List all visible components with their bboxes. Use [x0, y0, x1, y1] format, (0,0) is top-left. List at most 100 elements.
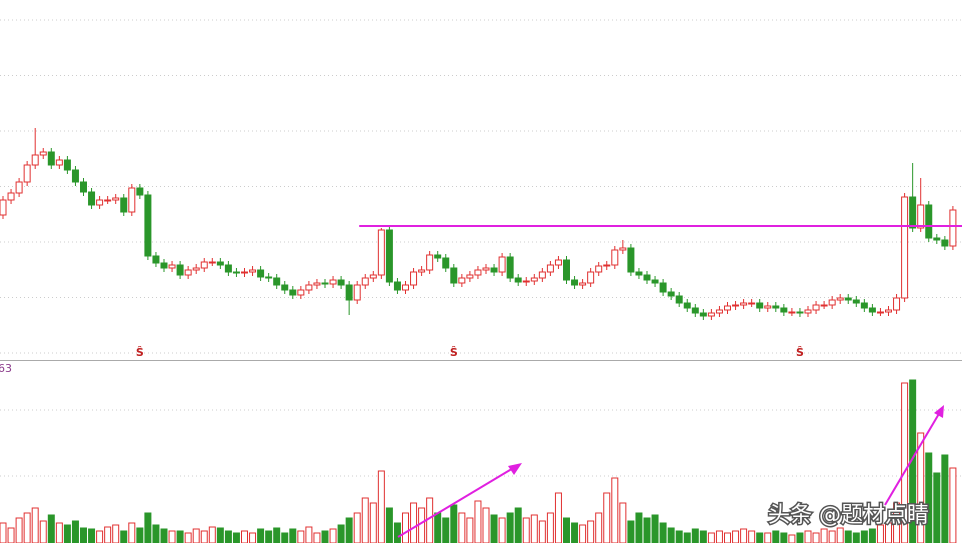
- candle-body: [933, 237, 941, 241]
- candle-body: [844, 297, 852, 301]
- volume-bar: [337, 524, 345, 543]
- volume-bar: [184, 532, 192, 543]
- volume-bar: [273, 527, 281, 543]
- candle-body: [71, 169, 79, 183]
- candle-body: [208, 261, 216, 264]
- volume-bar: [120, 530, 128, 543]
- candle-body: [764, 305, 772, 309]
- candle-body: [643, 274, 651, 281]
- volume-bar: [426, 497, 434, 543]
- candle-body: [514, 277, 522, 283]
- candle-body: [224, 264, 232, 273]
- volume-bar: [289, 528, 297, 543]
- volume-bar: [353, 512, 361, 543]
- grid: [0, 19, 962, 477]
- volume-bar: [152, 524, 160, 543]
- volume-bar: [683, 532, 691, 543]
- volume-bar: [31, 507, 39, 543]
- volume-bar: [707, 532, 715, 543]
- candle-body: [804, 309, 812, 314]
- volume-bar: [546, 512, 554, 543]
- volume-bar: [192, 528, 200, 543]
- volume-bar: [63, 524, 71, 543]
- candle-body: [925, 204, 933, 239]
- candle-body: [442, 257, 450, 269]
- trend-arrow: [397, 463, 522, 538]
- candle-body: [265, 276, 273, 279]
- candle-body: [949, 209, 957, 247]
- volume-bar: [699, 530, 707, 543]
- volume-bar: [281, 532, 289, 543]
- volume-bar: [257, 528, 265, 543]
- volume-bar: [402, 512, 409, 543]
- candle-body: [482, 267, 490, 271]
- candle-body: [418, 269, 426, 273]
- candle-body: [313, 282, 321, 286]
- candle-body: [434, 254, 442, 259]
- volume-bar: [506, 512, 514, 543]
- volume-bar: [611, 477, 619, 543]
- volume-bar: [941, 454, 949, 543]
- candle-body: [450, 267, 458, 284]
- candle-body: [587, 271, 595, 284]
- volume-bar: [587, 520, 595, 543]
- volume-bar: [208, 526, 216, 543]
- candle-body: [579, 282, 587, 286]
- candle-body: [667, 291, 675, 297]
- volume-bar: [450, 504, 458, 543]
- candle-body: [707, 312, 715, 317]
- volume-bar: [627, 520, 635, 543]
- volume-bar: [659, 522, 667, 543]
- candle-body: [216, 261, 224, 266]
- volume-bar: [128, 522, 136, 543]
- volume-bar: [377, 470, 385, 543]
- volume-bar: [740, 528, 748, 543]
- volume-bar: [732, 530, 740, 543]
- volume-bar: [643, 517, 651, 543]
- candle-body: [683, 302, 691, 309]
- volume-bar: [764, 532, 772, 543]
- volume-bar: [96, 530, 104, 543]
- candle-body: [55, 159, 63, 166]
- candle-body: [297, 289, 305, 296]
- volume-bar: [691, 528, 699, 543]
- candle-body: [257, 269, 265, 278]
- candle-body: [353, 284, 361, 301]
- volume-bar: [55, 522, 63, 543]
- candle-body: [152, 255, 160, 264]
- candle-body: [144, 194, 152, 257]
- volume-bar: [788, 534, 796, 543]
- volume-bar: [522, 517, 530, 543]
- volume-bar: [554, 492, 562, 543]
- volume-bar: [466, 517, 474, 543]
- candle-body: [603, 264, 611, 267]
- volume-bar: [772, 530, 780, 543]
- volume-bar: [47, 514, 55, 543]
- volume-bar: [385, 507, 393, 543]
- candle-body: [31, 154, 39, 166]
- volume-bar: [7, 527, 15, 543]
- candle-body: [458, 277, 466, 284]
- volume-bar: [39, 520, 47, 543]
- candle-body: [691, 307, 699, 314]
- volume-bar: [418, 507, 426, 543]
- candle-body: [675, 295, 683, 304]
- volume-bar: [176, 530, 184, 543]
- candle-body: [120, 197, 128, 213]
- volume-bar: [498, 517, 506, 543]
- candle-body: [740, 302, 748, 306]
- dividend-mark: Ŝ: [796, 346, 804, 359]
- candle-body: [651, 279, 659, 284]
- volume-bar: [563, 517, 570, 543]
- volume-bar: [224, 530, 232, 543]
- volume-bar: [917, 432, 925, 543]
- candle-body: [329, 279, 337, 285]
- candle-body: [796, 311, 804, 314]
- volume-bar: [482, 507, 490, 543]
- volume-bar: [410, 502, 418, 543]
- volume-bar: [321, 530, 329, 543]
- volume-bar: [852, 532, 860, 543]
- candle-body: [715, 309, 723, 314]
- volume-bar: [23, 512, 31, 543]
